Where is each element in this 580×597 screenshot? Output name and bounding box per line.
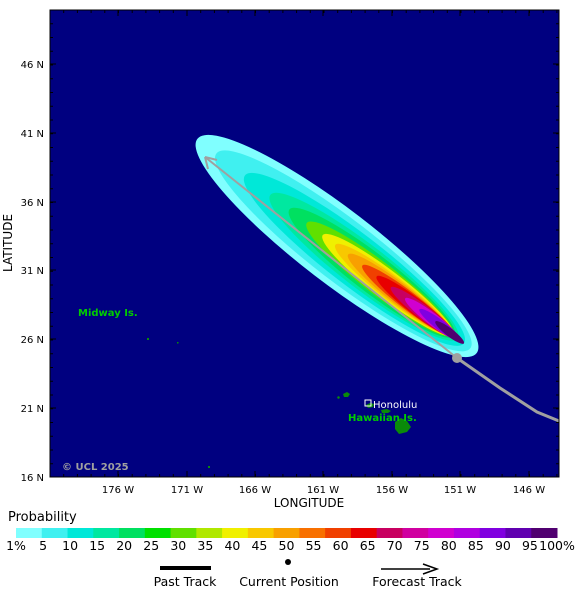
midway-label: Midway Is.	[78, 308, 138, 319]
island-big-island	[395, 418, 411, 434]
legend-label: 45	[251, 538, 267, 553]
island-niihau	[337, 396, 340, 399]
legend-swatch	[247, 528, 275, 538]
legend-label: 100%	[539, 538, 575, 553]
legend-swatch	[170, 528, 197, 538]
probability-swath: Midway Is. Honolulu Hawaiian Is. © UCL 2…	[62, 134, 559, 473]
legend-swatch	[402, 528, 429, 538]
island-kauai	[343, 392, 350, 397]
legend-label: 60	[333, 538, 349, 553]
forecast-track-key-arrow	[422, 563, 440, 575]
latitude-axis: 46 N 41 N 36 N 31 N 26 N 21 N 16 N	[21, 9, 559, 484]
legend-label: 95	[522, 538, 538, 553]
legend-label: 5	[39, 538, 47, 553]
forecast-track-key-label: Forecast Track	[372, 574, 462, 589]
legend-label: 65	[360, 538, 376, 553]
legend-swatch	[196, 528, 223, 538]
hawaiian-label: Hawaiian Is.	[348, 413, 417, 424]
legend-label: 55	[306, 538, 322, 553]
legend-label: 50	[279, 538, 295, 553]
legend-label: 1%	[6, 538, 26, 553]
legend-label: 15	[89, 538, 105, 553]
forecast-arrowhead	[204, 156, 218, 170]
legend-colorbar	[16, 528, 558, 538]
legend-label: 80	[441, 538, 457, 553]
island-maui-group	[381, 409, 391, 413]
legend-swatch	[273, 528, 300, 538]
legend-swatch	[222, 528, 249, 538]
x-axis-title: LONGITUDE	[274, 496, 344, 510]
legend-label: 25	[143, 538, 159, 553]
honolulu-label: Honolulu	[373, 400, 417, 411]
legend-title: Probability	[8, 510, 77, 525]
legend-swatch	[16, 528, 43, 538]
legend-label: 75	[414, 538, 430, 553]
lat-tick-label: 41 N	[21, 129, 44, 140]
midway-dot	[147, 338, 149, 340]
legend-swatch	[428, 528, 455, 538]
legend-label: 20	[116, 538, 132, 553]
legend-swatch	[93, 528, 120, 538]
lat-tick-label: 31 N	[21, 266, 44, 277]
lon-tick-label: 146 W	[513, 485, 545, 496]
current-position-marker	[452, 353, 462, 363]
legend-swatch	[67, 528, 94, 538]
lon-tick-label: 151 W	[444, 485, 476, 496]
lat-tick-label: 46 N	[21, 60, 44, 71]
lon-tick-label: 176 W	[102, 485, 134, 496]
legend-label: 85	[468, 538, 484, 553]
map-panel: Midway Is. Honolulu Hawaiian Is. © UCL 2…	[1, 9, 560, 510]
past-track-line	[456, 356, 559, 423]
lon-tick-label: 171 W	[171, 485, 203, 496]
longitude-axis: 176 W 171 W 166 W 161 W 156 W 151 W 146 W	[49, 10, 558, 496]
legend-swatch	[376, 528, 403, 538]
legend-swatch	[299, 528, 326, 538]
legend-swatch	[119, 528, 146, 538]
swath-band-100pct	[435, 321, 465, 344]
lat-tick-label: 21 N	[21, 404, 44, 415]
lat-tick-label: 36 N	[21, 198, 44, 209]
legend-label: 35	[197, 538, 213, 553]
forecast-track-line	[204, 156, 458, 359]
copyright-label: © UCL 2025	[62, 462, 129, 473]
lon-tick-label: 161 W	[307, 485, 339, 496]
lat-tick-label: 16 N	[21, 473, 44, 484]
honolulu-marker	[364, 399, 372, 407]
y-axis-title: LATITUDE	[1, 214, 15, 272]
island-dot-south	[208, 466, 210, 468]
legend-swatch	[453, 528, 481, 538]
legend-labels: 1% 5 10 15 20 25 30 35 40 45 50 55 60 65 70 75 80 85 90 95 1…	[6, 538, 575, 553]
legend-swatch	[41, 528, 69, 538]
legend-label: 30	[170, 538, 186, 553]
legend-label: 10	[62, 538, 78, 553]
hawaiian-islands	[337, 392, 411, 434]
lon-tick-label: 156 W	[376, 485, 408, 496]
legend-swatch	[505, 528, 532, 538]
legend-label: 40	[224, 538, 240, 553]
legend-swatch	[479, 528, 506, 538]
lon-tick-label: 166 W	[239, 485, 271, 496]
island-dot	[177, 342, 179, 344]
legend-swatch	[531, 528, 558, 538]
lat-tick-label: 26 N	[21, 335, 44, 346]
current-position-key-dot	[285, 559, 291, 565]
legend-label: 90	[495, 538, 511, 553]
legend-label: 70	[387, 538, 403, 553]
legend-panel: 1% 5 10 15 20 25 30 35 40 45 50 55 60 65 70 75 80 85 90 95 1…	[6, 528, 575, 589]
current-position-key-label: Current Position	[239, 574, 339, 589]
legend-swatch	[325, 528, 352, 538]
legend-swatch	[350, 528, 378, 538]
legend-swatch	[144, 528, 172, 538]
past-track-key-label: Past Track	[154, 574, 217, 589]
